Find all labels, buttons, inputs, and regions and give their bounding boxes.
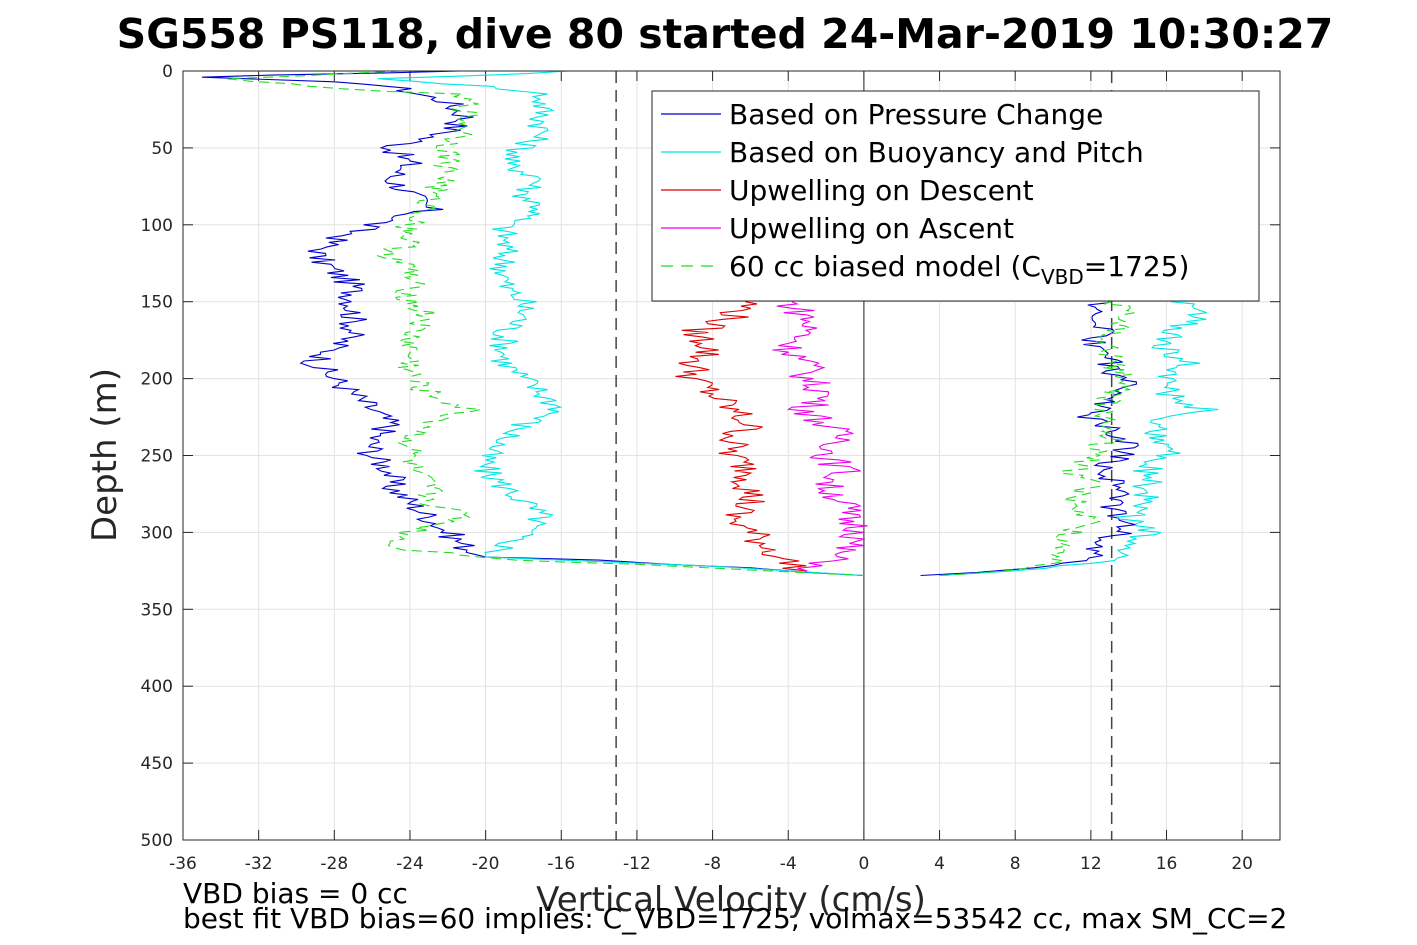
y-tick-label: 50	[151, 139, 173, 159]
x-tick-labels: -36 -32 -28 -24 -20 -16 -12 -8 -4 0 4 8 12 16 20	[169, 854, 1253, 874]
series-line-1-ascent	[939, 285, 1219, 577]
legend-entry: Based on Pressure Change	[729, 98, 1103, 131]
x-tick-label: -8	[704, 854, 721, 874]
y-tick-label: 0	[162, 62, 173, 82]
y-tick-label: 400	[141, 677, 173, 697]
y-axis-label: Depth (m)	[85, 368, 125, 542]
legend-entry: 60 cc biased model (CVBD=1725)	[729, 250, 1189, 289]
y-tick-label: 250	[141, 447, 173, 467]
series-line-4-ascent	[939, 285, 1135, 577]
x-tick-label: -12	[623, 854, 651, 874]
y-tick-label: 300	[141, 523, 173, 543]
y-tick-labels: 0 50 100 150 200 250 300 350 400 450 500	[141, 62, 173, 851]
axes-box	[182, 70, 1281, 841]
x-tick-label: -24	[396, 854, 424, 874]
y-tick-label: 150	[141, 293, 173, 313]
x-tick-label: -4	[780, 854, 797, 874]
legend-entry: Based on Buoyancy and Pitch	[729, 136, 1144, 169]
y-tick-label: 200	[141, 370, 173, 390]
series-line-0-ascent	[920, 286, 1139, 577]
series-line-0-descent	[201, 70, 864, 577]
legend-entry: Upwelling on Ascent	[729, 212, 1014, 245]
series-group	[201, 70, 1219, 577]
x-tick-label: -20	[472, 854, 500, 874]
y-tick-label: 450	[141, 754, 173, 774]
series-line-2-descent	[675, 301, 808, 572]
x-tick-label: 4	[934, 854, 945, 874]
x-tick-label: 8	[1010, 854, 1021, 874]
series-line-4-descent	[226, 70, 864, 577]
x-tick-label: 0	[858, 854, 869, 874]
x-tick-label: 20	[1231, 854, 1253, 874]
vbd-bias-annotation: VBD bias = 0 cc	[183, 877, 408, 910]
series-line-3-descent	[772, 301, 868, 572]
x-axis-label: Vertical Velocity (cm/s)	[536, 880, 926, 920]
x-tick-label: 16	[1156, 854, 1178, 874]
x-tick-label: -28	[320, 854, 348, 874]
legend-box	[651, 90, 1260, 302]
best-fit-annotation: best fit VBD bias=60 implies: C_VBD=1725…	[183, 902, 1287, 935]
chart-title: SG558 PS118, dive 80 started 24-Mar-2019…	[117, 10, 1334, 58]
y-tick-label: 500	[141, 831, 173, 851]
x-tick-label: -32	[245, 854, 273, 874]
y-tick-label: 350	[141, 600, 173, 620]
legend-entry: Upwelling on Descent	[729, 174, 1034, 207]
x-tick-label: -36	[169, 854, 197, 874]
x-tick-label: 12	[1080, 854, 1102, 874]
legend: Based on Pressure Change Based on Buoyanc…	[651, 90, 1260, 302]
y-tick-label: 100	[141, 216, 173, 236]
series-line-1-descent	[377, 70, 864, 577]
x-tick-label: -16	[547, 854, 575, 874]
